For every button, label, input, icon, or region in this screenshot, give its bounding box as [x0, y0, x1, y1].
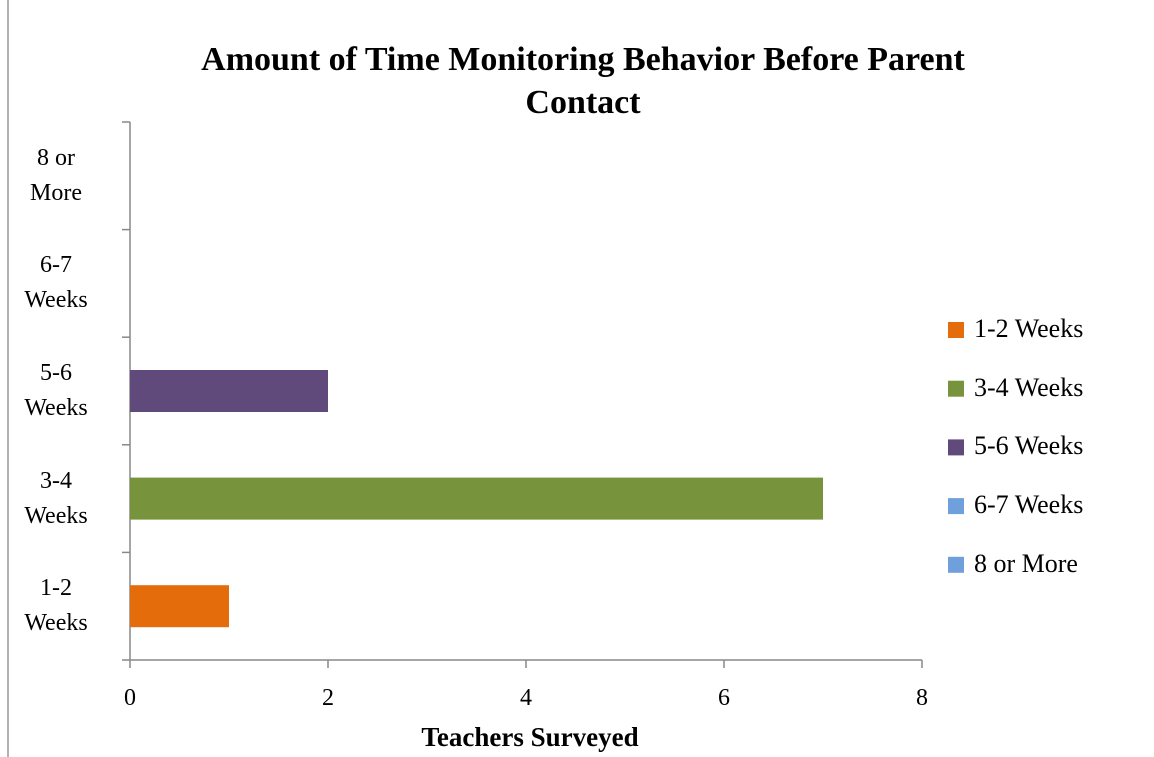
- y-tick-label: 6-7 Weeks: [24, 252, 88, 314]
- bar: [130, 477, 823, 520]
- legend-swatch: [948, 439, 964, 456]
- x-tick-label: 0: [124, 685, 136, 711]
- legend-label: 1-2 Weeks: [974, 314, 1084, 343]
- legend-swatch: [948, 498, 964, 515]
- legend-label: 5-6 Weeks: [974, 431, 1084, 461]
- y-tick-label: 3-4 Weeks: [24, 467, 88, 529]
- legend-label: 8 or More: [974, 548, 1078, 578]
- bar: [130, 370, 328, 412]
- legend-swatch: [948, 380, 964, 397]
- x-tick-label: 8: [916, 685, 928, 711]
- x-tick-label: 6: [718, 685, 730, 711]
- legend-swatch: [948, 322, 964, 338]
- legend-label: 6-7 Weeks: [974, 490, 1084, 520]
- legend-label: 3-4 Weeks: [974, 372, 1084, 402]
- y-tick-label: 1-2 Weeks: [24, 575, 88, 637]
- legend-swatch: [948, 556, 964, 573]
- x-tick-label: 4: [520, 685, 532, 711]
- y-tick-label: 5-6 Weeks: [24, 360, 88, 421]
- x-tick-label: 2: [322, 685, 334, 711]
- bar: [130, 585, 229, 628]
- chart-title: Amount of Time Monitoring Behavior Befor…: [201, 41, 965, 121]
- y-tick-label: 8 or More: [30, 144, 82, 206]
- x-axis-label: Teachers Surveyed: [421, 722, 639, 752]
